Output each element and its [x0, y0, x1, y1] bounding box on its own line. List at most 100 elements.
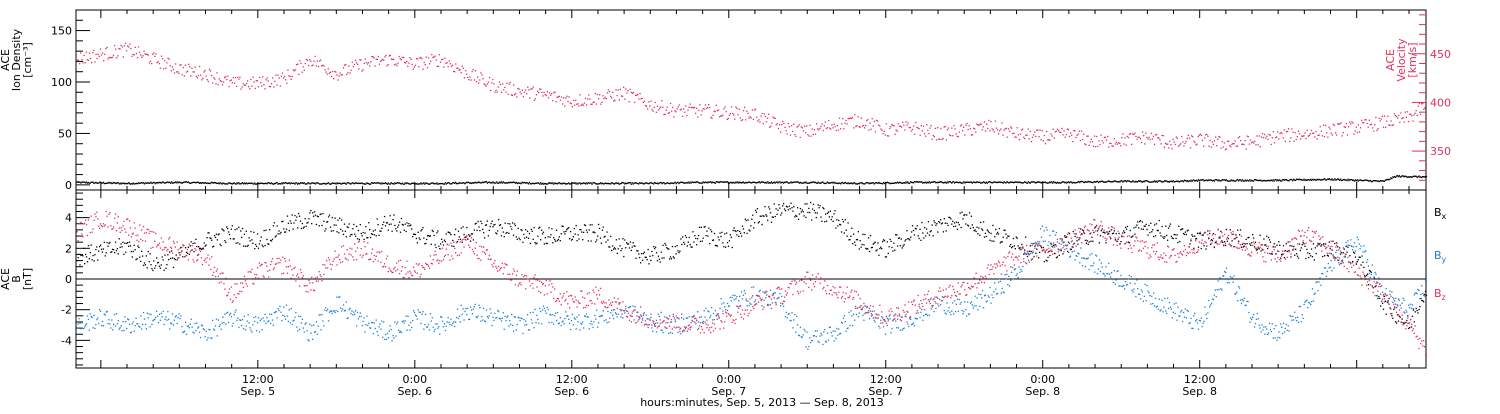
- data-point: [1043, 140, 1044, 141]
- data-point: [129, 323, 130, 324]
- data-point: [404, 230, 405, 231]
- data-point: [568, 227, 569, 228]
- data-point: [199, 66, 200, 67]
- data-point: [952, 135, 953, 136]
- data-point: [434, 244, 435, 245]
- data-point: [85, 62, 86, 63]
- data-point: [397, 63, 398, 64]
- data-point: [630, 241, 631, 242]
- data-point: [972, 224, 973, 225]
- data-point: [255, 244, 256, 245]
- data-point: [659, 108, 660, 109]
- data-point: [904, 129, 905, 130]
- data-point: [309, 59, 310, 60]
- y-tick-label: 400: [1430, 96, 1451, 109]
- data-point: [1010, 244, 1011, 245]
- data-point: [966, 123, 967, 124]
- data-point: [239, 77, 240, 78]
- data-point: [159, 314, 160, 315]
- data-point: [1090, 141, 1091, 142]
- data-point: [849, 239, 850, 240]
- data-point: [303, 327, 304, 328]
- data-point: [643, 253, 644, 254]
- data-point: [365, 58, 366, 59]
- data-point: [840, 224, 841, 225]
- data-point: [1290, 137, 1291, 138]
- data-point: [660, 106, 661, 107]
- data-point: [608, 89, 609, 90]
- data-point: [258, 86, 259, 87]
- data-point: [1221, 141, 1222, 142]
- data-point: [949, 217, 950, 218]
- data-point: [1279, 133, 1280, 134]
- data-point: [1128, 137, 1129, 138]
- data-point: [313, 216, 314, 217]
- data-point: [702, 240, 703, 241]
- data-point: [492, 79, 493, 80]
- data-point: [1116, 233, 1117, 234]
- data-point: [1226, 148, 1227, 149]
- data-point: [134, 331, 135, 332]
- data-point: [517, 324, 518, 325]
- data-point: [694, 107, 695, 108]
- data-point: [1143, 229, 1144, 230]
- data-point: [836, 130, 837, 131]
- data-point: [1324, 136, 1325, 137]
- data-point: [557, 312, 558, 313]
- data-point: [150, 314, 151, 315]
- data-point: [103, 60, 104, 61]
- data-point: [746, 111, 747, 112]
- data-point: [560, 100, 561, 101]
- data-point: [160, 268, 161, 269]
- data-point: [740, 233, 741, 234]
- data-point: [409, 329, 410, 330]
- data-point: [604, 320, 605, 321]
- data-point: [373, 57, 374, 58]
- data-point: [1070, 132, 1071, 133]
- data-point: [922, 130, 923, 131]
- data-point: [476, 317, 477, 318]
- data-point: [160, 320, 161, 321]
- data-point: [789, 208, 790, 209]
- data-point: [80, 328, 81, 329]
- data-point: [771, 222, 772, 223]
- data-point: [537, 236, 538, 237]
- data-point: [951, 223, 952, 224]
- data-point: [590, 224, 591, 225]
- data-point: [1083, 134, 1084, 135]
- data-point: [740, 117, 741, 118]
- data-point: [484, 237, 485, 238]
- data-point: [637, 94, 638, 95]
- data-point: [298, 74, 299, 75]
- data-point: [556, 230, 557, 231]
- data-point: [588, 316, 589, 317]
- data-point: [363, 239, 364, 240]
- data-point: [88, 319, 89, 320]
- data-point: [749, 230, 750, 231]
- data-point: [542, 233, 543, 234]
- data-point: [579, 94, 580, 95]
- data-point: [516, 330, 517, 331]
- data-point: [277, 182, 278, 183]
- data-point: [796, 216, 797, 217]
- data-point: [191, 68, 192, 69]
- data-point: [761, 224, 762, 225]
- data-point: [1145, 224, 1146, 225]
- data-point: [482, 78, 483, 79]
- data-point: [832, 221, 833, 222]
- data-point: [380, 231, 381, 232]
- data-point: [406, 330, 407, 331]
- data-point: [310, 210, 311, 211]
- data-point: [377, 335, 378, 336]
- data-point: [466, 227, 467, 228]
- data-point: [365, 324, 366, 325]
- data-point: [152, 54, 153, 55]
- data-point: [1169, 225, 1170, 226]
- data-point: [825, 213, 826, 214]
- data-point: [634, 102, 635, 103]
- data-point: [1328, 255, 1329, 256]
- data-point: [559, 323, 560, 324]
- data-point: [1391, 315, 1392, 316]
- data-point: [1362, 262, 1363, 263]
- data-point: [600, 237, 601, 238]
